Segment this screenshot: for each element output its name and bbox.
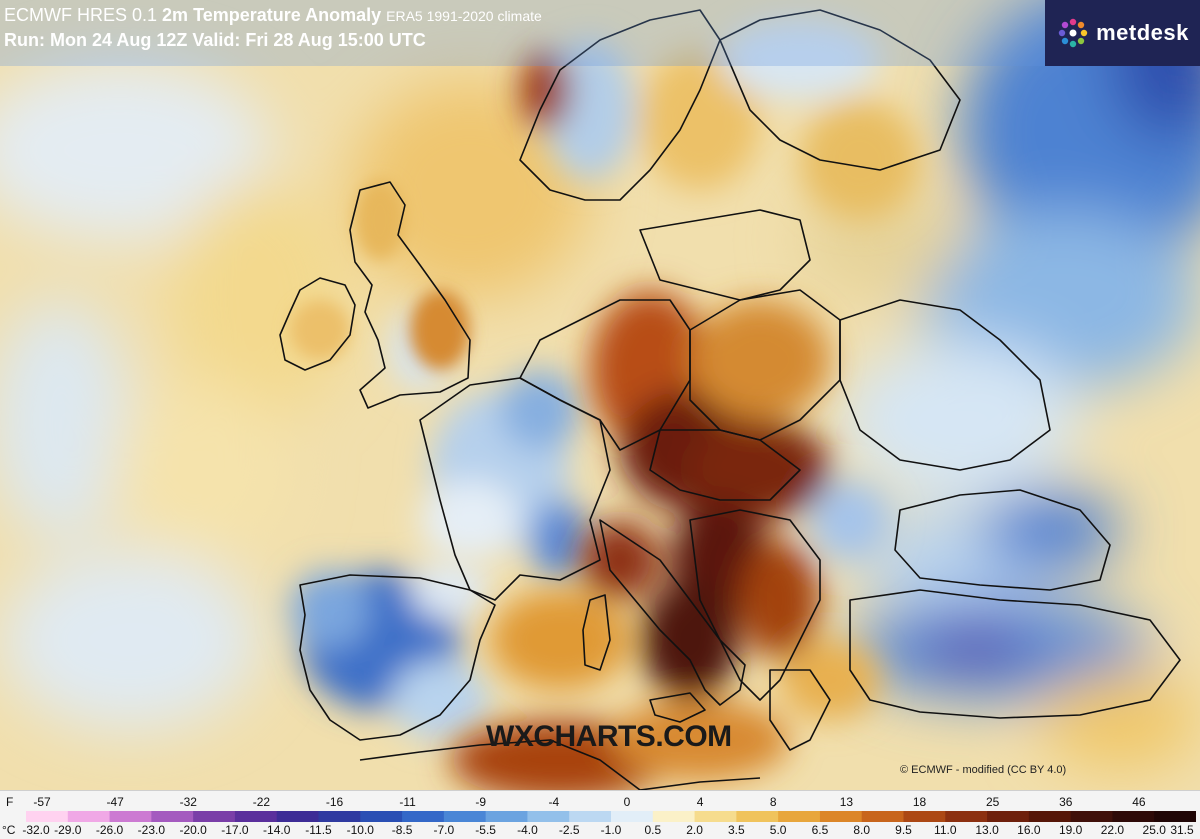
color-scale-segment	[569, 811, 612, 822]
color-scale-segment	[819, 811, 863, 822]
color-scale-segment	[151, 811, 194, 822]
run-valid-line: Run: Mon 24 Aug 12Z Valid: Fri 28 Aug 15…	[4, 30, 426, 50]
color-scale-segment	[26, 811, 69, 822]
color-scale-segment	[67, 811, 111, 822]
chart-title-block: ECMWF HRES 0.1 2m Temperature Anomaly ER…	[4, 3, 542, 52]
metdesk-logo[interactable]: metdesk	[1045, 0, 1200, 66]
color-scale-segment	[443, 811, 487, 822]
metdesk-flower-icon	[1058, 18, 1088, 48]
fahrenheit-unit-label: F	[6, 795, 14, 809]
fahrenheit-tick-label: 4	[696, 795, 704, 809]
celsius-tick-label: 8.0	[853, 823, 871, 837]
celsius-tick-label: 19.0	[1058, 823, 1083, 837]
wxcharts-watermark: WXCHARTS.COM	[486, 720, 732, 753]
fahrenheit-tick-label: 25	[985, 795, 1000, 809]
color-scale-segment	[945, 811, 988, 822]
color-scale-segment	[903, 811, 946, 822]
fahrenheit-tick-label: -11	[399, 795, 416, 809]
central-europe-heat-field	[450, 290, 890, 790]
celsius-tick-label: -23.0	[137, 823, 166, 837]
color-scale-segment	[276, 811, 320, 822]
celsius-tick-label: 25.0	[1142, 823, 1166, 837]
temperature-anomaly-map[interactable]	[0, 0, 1200, 790]
celsius-tick-label: -29.0	[54, 823, 82, 837]
color-scale-segment	[234, 811, 278, 822]
celsius-tick-label: -32.0	[22, 823, 50, 837]
fahrenheit-tick-label: 13	[839, 795, 854, 809]
celsius-tick-label: -4.0	[517, 823, 538, 837]
celsius-tick-label: -14.0	[263, 823, 291, 837]
celsius-tick-label: -2.5	[558, 823, 580, 837]
color-scale-segment	[402, 811, 445, 822]
color-scale-legend: F °C -32.0 -29.0 -26.0 -23.0 -20.0 -17.0 -14.0…	[0, 790, 1200, 839]
color-scale-segment	[778, 811, 821, 822]
celsius-tick-label: 9.5	[895, 823, 912, 837]
scandinavia-anomaly-field	[520, 20, 920, 220]
title-model: ECMWF HRES 0.1	[4, 5, 158, 25]
color-scale-segment	[1112, 811, 1155, 822]
celsius-tick-label: -8.5	[391, 823, 413, 837]
celsius-tick-label: -26.0	[95, 823, 124, 837]
color-scale-segment	[1154, 811, 1196, 822]
metdesk-wordmark: metdesk	[1096, 20, 1189, 45]
color-scale-segment	[485, 811, 529, 822]
celsius-tick-label: 2.0	[686, 823, 703, 837]
celsius-tick-label: -1.0	[600, 823, 622, 837]
celsius-tick-label: -11.5	[305, 823, 332, 837]
coastlines-and-borders	[279, 9, 1181, 790]
celsius-tick-label: -7.0	[433, 823, 455, 837]
color-scale-segment	[1028, 811, 1072, 822]
celsius-tick-label: -20.0	[179, 823, 207, 837]
fahrenheit-tick-label: -57	[33, 795, 51, 809]
color-scale-segment	[318, 811, 361, 822]
celsius-tick-label: 22.0	[1100, 823, 1125, 837]
color-scale-segment	[736, 811, 779, 822]
eastern-anomaly-field	[800, 0, 1200, 770]
color-scale-bar	[26, 811, 1196, 822]
fahrenheit-tick-label: -16	[325, 795, 344, 809]
color-scale-segment	[527, 811, 570, 822]
celsius-tick-label: -10.0	[346, 823, 374, 837]
title-climate: ERA5 1991-2020 climate	[386, 8, 542, 24]
fahrenheit-tick-label: -47	[106, 795, 124, 809]
celsius-tick-label: -5.5	[475, 823, 496, 837]
celsius-tick-label: 11.0	[934, 823, 957, 837]
color-scale-segment	[861, 811, 905, 822]
color-scale-segment	[1070, 811, 1114, 822]
british-isles-anomaly-field	[290, 180, 470, 370]
france-anomaly-field	[390, 310, 590, 580]
color-scale-segment	[360, 811, 403, 822]
color-scale-segment	[109, 811, 152, 822]
fahrenheit-tick-label: -22	[252, 795, 271, 809]
celsius-tick-label: 13.0	[975, 823, 999, 837]
color-scale-segment	[987, 811, 1030, 822]
fahrenheit-tick-label: 8	[769, 795, 777, 809]
color-scale-segment	[193, 811, 236, 822]
celsius-unit-label: °C	[2, 823, 16, 837]
celsius-tick-label: 3.5	[728, 823, 745, 837]
ecmwf-copyright: © ECMWF - modified (CC BY 4.0)	[900, 764, 1067, 776]
celsius-tick-label: 6.5	[811, 823, 829, 837]
celsius-tick-label: 16.0	[1017, 823, 1041, 837]
title-line: ECMWF HRES 0.1 2m Temperature Anomaly ER…	[4, 3, 542, 28]
color-scale-segment	[652, 811, 696, 822]
fahrenheit-tick-label: 46	[1132, 795, 1146, 809]
fahrenheit-tick-label: -32	[179, 795, 197, 809]
color-scale-segment	[611, 811, 654, 822]
fahrenheit-tick-label: -4	[548, 795, 560, 809]
header-band	[0, 0, 1200, 66]
celsius-tick-label: 31.5	[1170, 823, 1194, 837]
fahrenheit-tick-label: 18	[912, 795, 927, 809]
atlantic-anomaly-field	[0, 60, 590, 730]
celsius-tick-label: 0.5	[644, 823, 662, 837]
title-parameter: 2m Temperature Anomaly	[162, 5, 382, 25]
fahrenheit-tick-label: 0	[623, 795, 631, 809]
fahrenheit-tick-label: -9	[475, 795, 487, 809]
color-scale-segment	[694, 811, 737, 822]
celsius-tick-label: 5.0	[769, 823, 787, 837]
celsius-tick-label: -17.0	[221, 823, 249, 837]
fahrenheit-tick-label: 36	[1059, 795, 1073, 809]
iberia-anomaly-field	[290, 560, 490, 740]
